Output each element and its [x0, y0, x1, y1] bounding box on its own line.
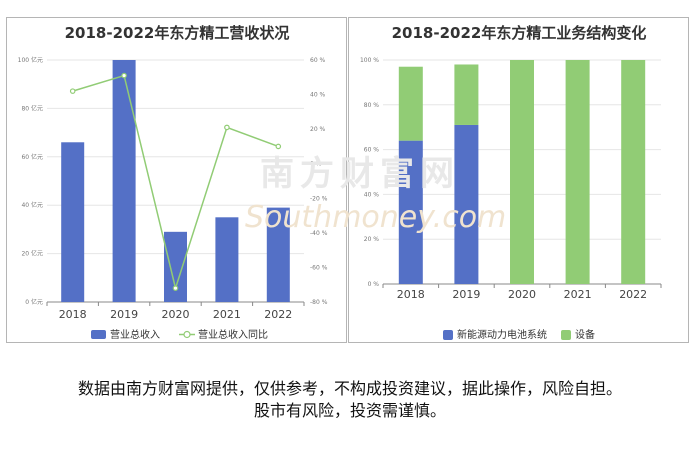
- y-left-tick-label: 20 亿元: [21, 250, 43, 258]
- bar-equipment: [398, 66, 423, 141]
- business-structure-chart-panel: 2018-2022年东方精工业务结构变化 0 % 20 % 40 % 60 % 80 %…: [348, 17, 689, 343]
- y-right-tick-label: 0 %: [310, 161, 322, 168]
- legend-swatch-battery: [443, 330, 453, 340]
- y-right-tick-label: -80 %: [310, 299, 328, 306]
- legend-swatch-revenue: [91, 330, 106, 339]
- x-tick-label: 2018: [397, 288, 425, 301]
- x-tick-label: 2021: [564, 288, 592, 301]
- y-tick-label: 20 %: [364, 236, 380, 243]
- x-tick-label: 2019: [110, 308, 138, 321]
- y-tick-label: 100 %: [360, 57, 379, 64]
- y-right-tick-label: 40 %: [310, 92, 326, 99]
- bar-revenue: [61, 142, 85, 302]
- y-right-tick-label: 60 %: [310, 57, 326, 64]
- x-tick-label: 2022: [264, 308, 292, 321]
- y-right-tick-label: -60 %: [310, 264, 328, 271]
- revenue-chart: 2018-2022年东方精工营收状况 0 亿元 20 亿元 40 亿元 60 亿元 80…: [18, 24, 328, 341]
- legend-label-battery: 新能源动力电池系统: [457, 328, 547, 341]
- x-tick-label: 2020: [508, 288, 536, 301]
- disclaimer-line-2: 股市有风险，投资需谨慎。: [253, 401, 446, 420]
- y-left-tick-label: 100 亿元: [18, 56, 43, 64]
- bar-equipment: [510, 60, 534, 284]
- point-revenue-yoy: [121, 72, 127, 79]
- bar-equipment: [565, 60, 590, 284]
- revenue-chart-panel: 2018-2022年东方精工营收状况 0 亿元 20 亿元 40 亿元 60 亿元 80…: [6, 17, 347, 343]
- y-left-tick-label: 40 亿元: [21, 201, 43, 209]
- bar-revenue: [112, 60, 136, 302]
- y-left-tick-label: 0 亿元: [25, 298, 43, 306]
- point-revenue-yoy: [224, 124, 230, 131]
- y-tick-label: 40 %: [364, 191, 380, 198]
- x-tick-label: 2021: [213, 308, 241, 321]
- x-tick-label: 2018: [59, 308, 87, 321]
- legend-label-revenue: 营业总收入: [110, 328, 160, 341]
- y-right-tick-label: 20 %: [310, 126, 326, 133]
- bar-equipment: [621, 60, 646, 284]
- y-left-tick-label: 60 亿元: [21, 153, 43, 161]
- y-tick-label: 60 %: [364, 147, 380, 154]
- y-right-tick-label: -40 %: [310, 230, 328, 237]
- x-tick-label: 2019: [452, 288, 480, 301]
- y-right-tick-label: -20 %: [310, 195, 328, 202]
- x-tick-label: 2020: [162, 308, 190, 321]
- y-tick-label: 80 %: [364, 102, 380, 109]
- bar-revenue: [164, 231, 187, 302]
- point-revenue-yoy: [275, 143, 282, 150]
- business-structure-chart: 2018-2022年东方精工业务结构变化 0 % 20 % 40 % 60 % 80 %…: [360, 24, 662, 341]
- bar-equipment: [454, 64, 479, 125]
- point-revenue-yoy: [172, 285, 179, 291]
- y-left-tick-label: 80 亿元: [21, 104, 43, 112]
- bar-revenue: [266, 207, 290, 302]
- disclaimer-line-1: 数据由南方财富网提供，仅供参考，不构成投资建议，据此操作，风险自担。: [77, 379, 622, 398]
- x-tick-label: 2022: [619, 288, 647, 301]
- chart-title: 2018-2022年东方精工营收状况: [65, 24, 290, 42]
- y-tick-label: 0 %: [368, 281, 380, 288]
- legend-swatch-equipment: [561, 330, 571, 340]
- point-revenue-yoy: [69, 88, 76, 94]
- legend-label-equipment: 设备: [575, 328, 595, 341]
- bar-battery-systems: [398, 140, 423, 284]
- bar-battery-systems: [454, 124, 479, 285]
- legend-marker-yoy: [183, 330, 191, 339]
- chart-title: 2018-2022年东方精工业务结构变化: [392, 24, 647, 42]
- bar-revenue: [215, 217, 239, 302]
- disclaimer: 数据由南方财富网提供，仅供参考，不构成投资建议，据此操作，风险自担。 股市有风险…: [0, 378, 700, 422]
- legend-label-yoy: 营业总收入同比: [198, 328, 268, 341]
